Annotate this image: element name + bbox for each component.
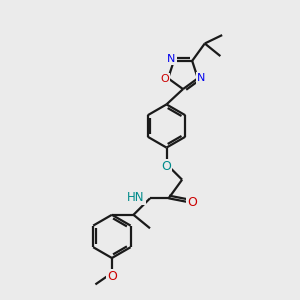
- Text: O: O: [160, 74, 169, 84]
- Text: O: O: [162, 160, 171, 173]
- Text: O: O: [187, 196, 197, 209]
- Text: HN: HN: [127, 190, 145, 204]
- Text: O: O: [107, 269, 117, 283]
- Text: N: N: [167, 54, 176, 64]
- Text: N: N: [196, 73, 205, 83]
